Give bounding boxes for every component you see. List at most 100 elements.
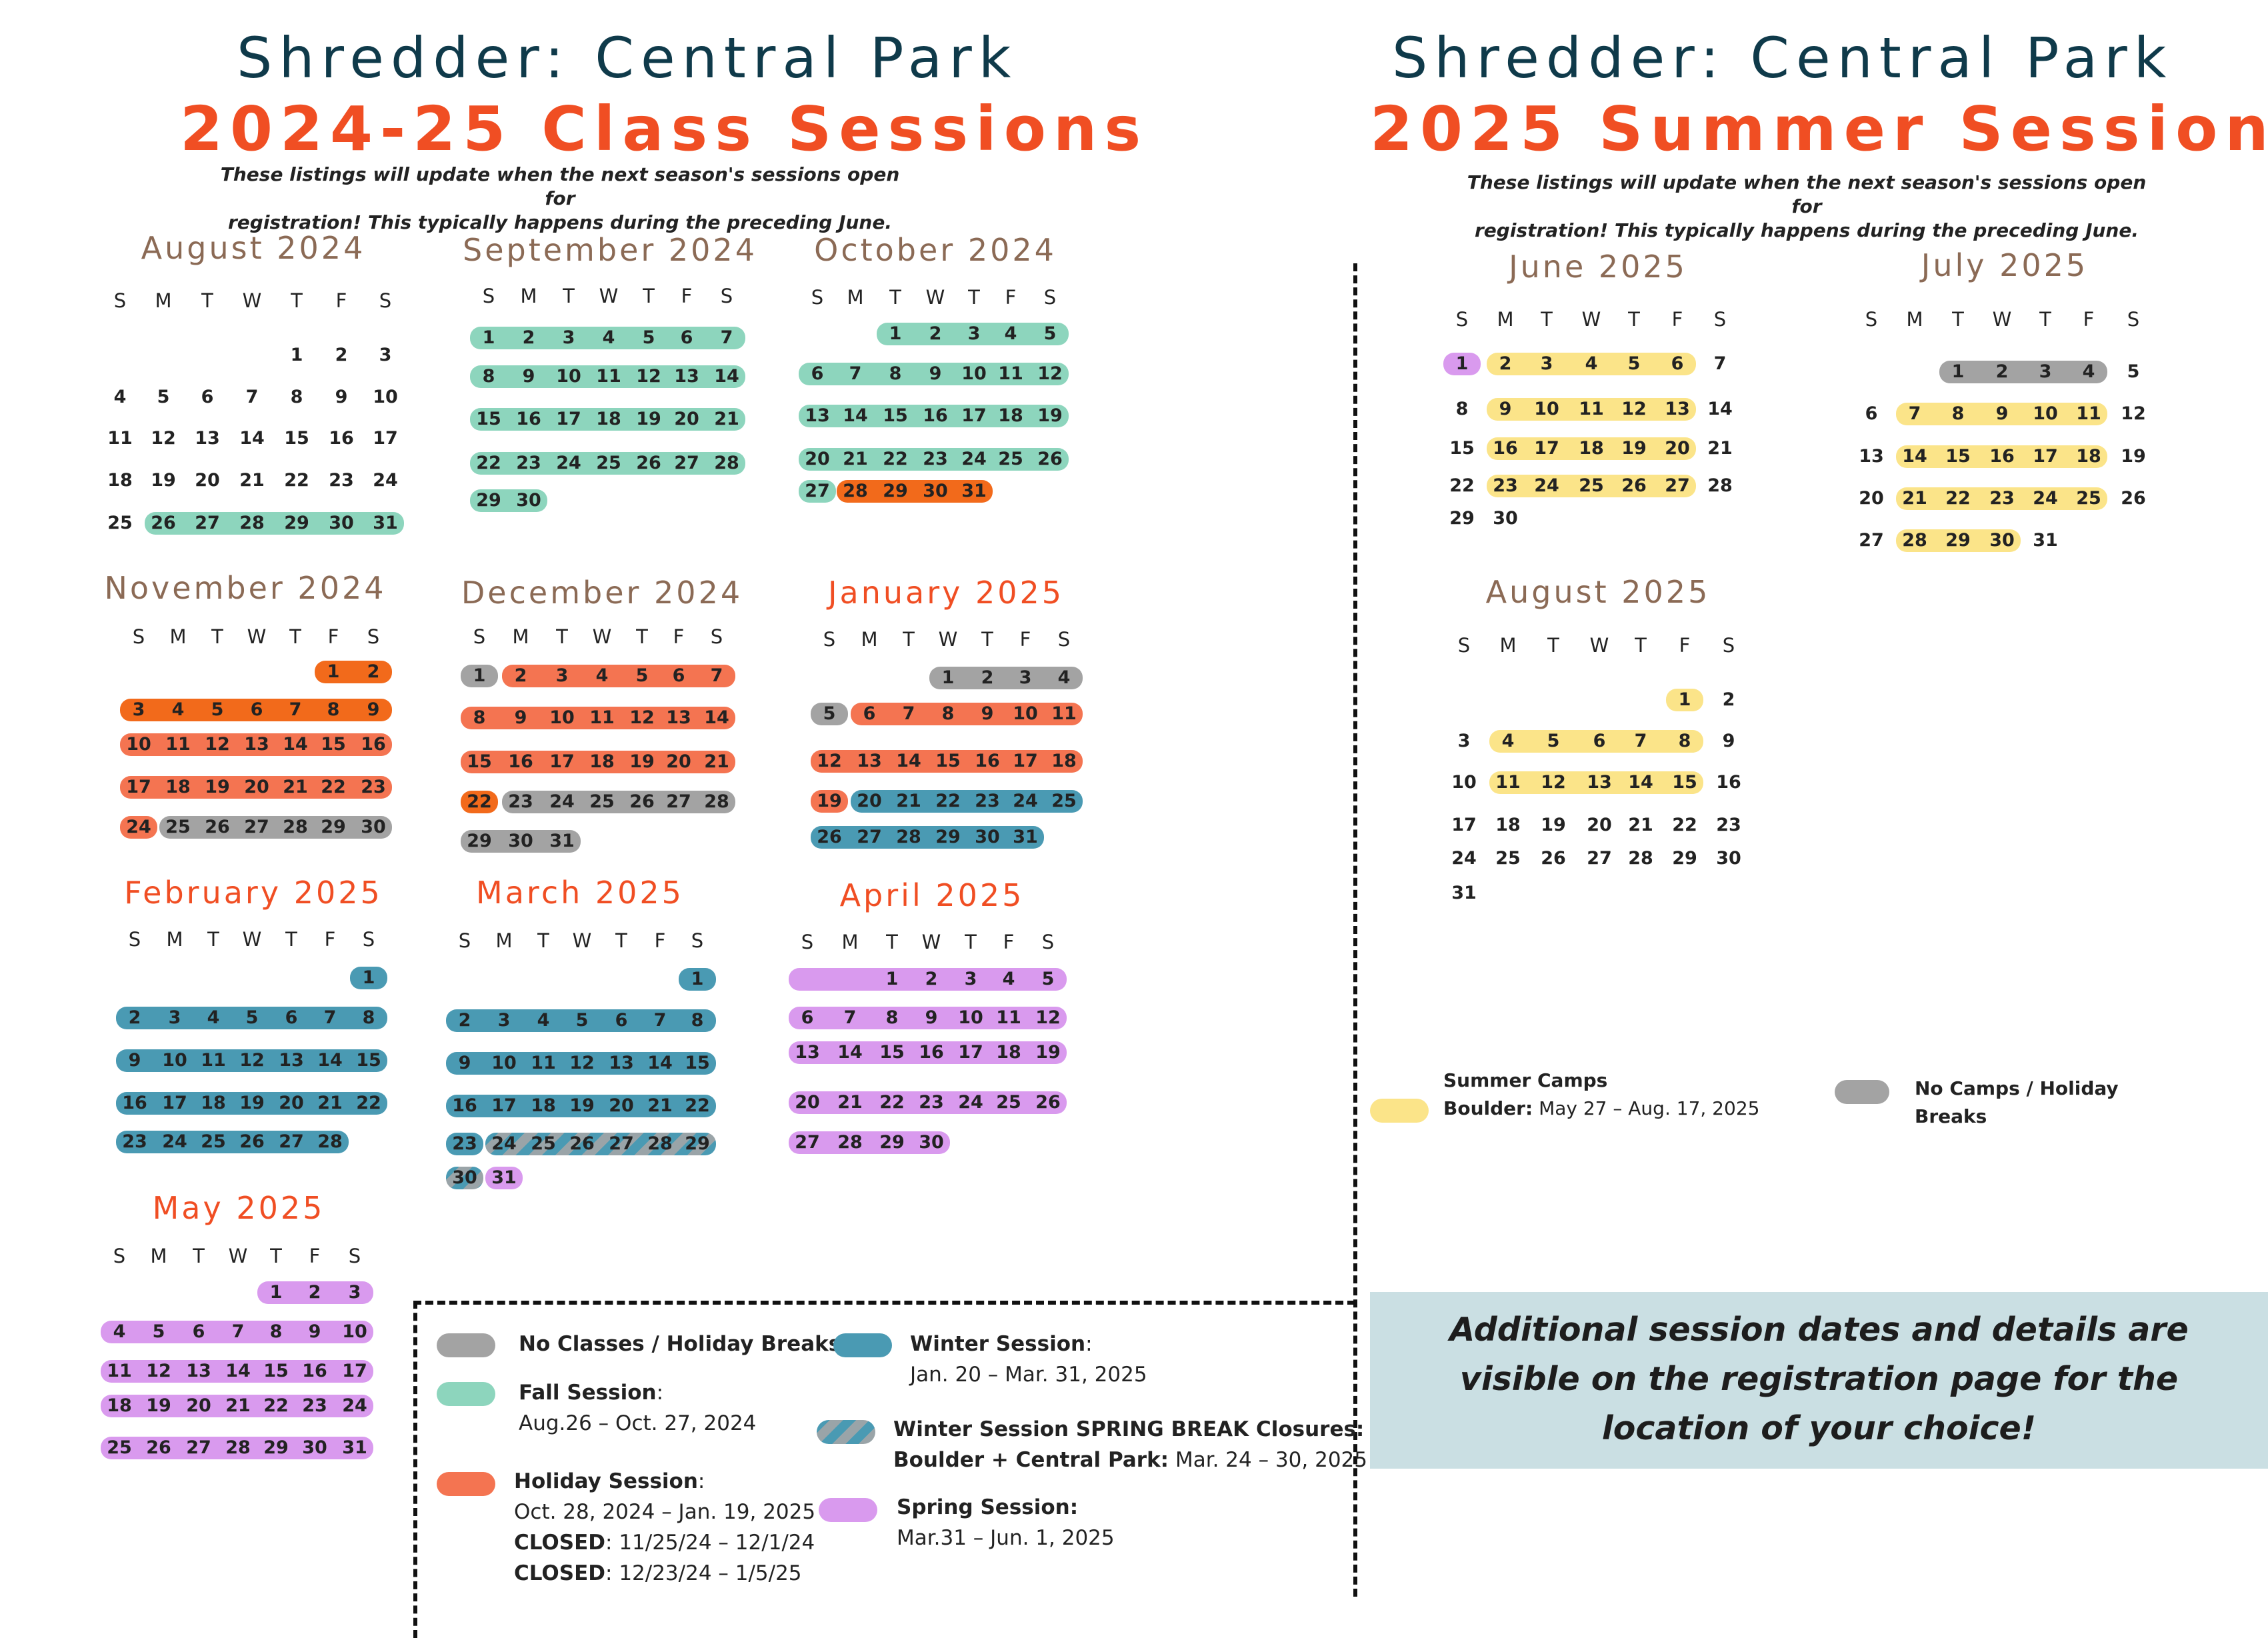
day-number[interactable]: 10 (373, 387, 398, 407)
day-number[interactable]: 6 (285, 1007, 298, 1028)
day-number[interactable]: 19 (817, 791, 842, 811)
day-number[interactable]: 3 (1457, 731, 1471, 751)
day-number[interactable]: 13 (1587, 772, 1612, 793)
day-number[interactable]: 22 (263, 1395, 289, 1416)
day-number[interactable]: 29 (879, 1132, 905, 1153)
day-number[interactable]: 21 (225, 1395, 251, 1416)
day-number[interactable]: 4 (171, 699, 185, 720)
day-number[interactable]: 11 (2076, 403, 2101, 424)
day-number[interactable]: 29 (935, 827, 961, 847)
day-number[interactable]: 14 (239, 428, 265, 449)
day-number[interactable]: 9 (925, 1007, 938, 1028)
day-number[interactable]: 4 (602, 327, 615, 348)
day-number[interactable]: 10 (1534, 399, 1559, 419)
day-number[interactable]: 28 (896, 827, 921, 847)
day-number[interactable]: 14 (714, 366, 739, 387)
day-number[interactable]: 4 (537, 1010, 550, 1031)
day-number[interactable]: 29 (883, 481, 908, 501)
day-number[interactable]: 3 (379, 345, 392, 365)
day-number[interactable]: 16 (122, 1093, 147, 1113)
day-number[interactable]: 15 (263, 1361, 289, 1381)
day-number[interactable]: 23 (516, 453, 541, 473)
day-number[interactable]: 2 (1995, 361, 2009, 382)
day-number[interactable]: 11 (596, 366, 621, 387)
day-number[interactable]: 20 (857, 791, 882, 811)
day-number[interactable]: 2 (925, 969, 938, 989)
day-number[interactable]: 23 (122, 1131, 147, 1152)
day-number[interactable]: 12 (817, 751, 842, 771)
day-number[interactable]: 5 (635, 665, 649, 686)
day-number[interactable]: 25 (2076, 488, 2101, 509)
day-number[interactable]: 26 (1621, 475, 1647, 496)
day-number[interactable]: 1 (290, 345, 303, 365)
day-number[interactable]: 24 (958, 1092, 983, 1113)
day-number[interactable]: 23 (361, 777, 386, 797)
day-number[interactable]: 28 (704, 791, 729, 812)
day-number[interactable]: 31 (491, 1167, 517, 1188)
day-number[interactable]: 26 (817, 827, 842, 847)
day-number[interactable]: 9 (367, 699, 380, 720)
day-number[interactable]: 16 (361, 734, 386, 755)
day-number[interactable]: 5 (1043, 323, 1057, 344)
day-number[interactable]: 19 (1541, 815, 1566, 835)
day-number[interactable]: 14 (225, 1361, 251, 1381)
day-number[interactable]: 26 (146, 1437, 171, 1458)
day-number[interactable]: 13 (195, 428, 220, 449)
day-number[interactable]: 20 (1859, 488, 1884, 509)
day-number[interactable]: 2 (981, 667, 994, 688)
day-number[interactable]: 24 (549, 791, 575, 812)
day-number[interactable]: 13 (279, 1050, 304, 1071)
day-number[interactable]: 3 (555, 665, 569, 686)
day-number[interactable]: 29 (685, 1133, 710, 1154)
day-number[interactable]: 10 (1013, 703, 1038, 724)
day-number[interactable]: 20 (195, 470, 220, 491)
day-number[interactable]: 8 (269, 1321, 283, 1342)
day-number[interactable]: 31 (373, 513, 398, 533)
day-number[interactable]: 5 (157, 387, 170, 407)
day-number[interactable]: 14 (317, 1050, 343, 1071)
day-number[interactable]: 21 (704, 751, 729, 772)
day-number[interactable]: 3 (168, 1007, 181, 1028)
day-number[interactable]: 7 (245, 387, 259, 407)
day-number[interactable]: 27 (674, 453, 699, 473)
day-number[interactable]: 18 (1051, 751, 1077, 771)
day-number[interactable]: 13 (609, 1053, 634, 1073)
day-number[interactable]: 26 (636, 453, 661, 473)
day-number[interactable]: 29 (476, 490, 501, 511)
day-number[interactable]: 19 (636, 409, 661, 429)
day-number[interactable]: 4 (1004, 323, 1017, 344)
day-number[interactable]: 22 (935, 791, 961, 811)
day-number[interactable]: 23 (975, 791, 1000, 811)
day-number[interactable]: 2 (522, 327, 535, 348)
day-number[interactable]: 30 (919, 1132, 944, 1153)
day-number[interactable]: 12 (1035, 1007, 1061, 1028)
day-number[interactable]: 5 (575, 1010, 589, 1031)
day-number[interactable]: 22 (879, 1092, 905, 1113)
day-number[interactable]: 28 (239, 513, 265, 533)
day-number[interactable]: 24 (342, 1395, 367, 1416)
day-number[interactable]: 29 (284, 513, 309, 533)
day-number[interactable]: 14 (837, 1042, 863, 1063)
day-number[interactable]: 2 (367, 661, 380, 682)
day-number[interactable]: 1 (885, 969, 899, 989)
day-number[interactable]: 5 (823, 703, 836, 724)
day-number[interactable]: 8 (941, 703, 955, 724)
day-number[interactable]: 17 (1534, 438, 1559, 459)
day-number[interactable]: 11 (531, 1053, 556, 1073)
day-number[interactable]: 30 (361, 817, 386, 837)
day-number[interactable]: 26 (151, 513, 176, 533)
day-number[interactable]: 20 (674, 409, 699, 429)
day-number[interactable]: 28 (1902, 530, 1927, 551)
day-number[interactable]: 9 (1499, 399, 1512, 419)
day-number[interactable]: 15 (321, 734, 346, 755)
day-number[interactable]: 3 (132, 699, 145, 720)
day-number[interactable]: 19 (146, 1395, 171, 1416)
day-number[interactable]: 7 (1634, 731, 1647, 751)
day-number[interactable]: 16 (516, 409, 541, 429)
day-number[interactable]: 6 (1593, 731, 1606, 751)
day-number[interactable]: 2 (514, 665, 527, 686)
day-number[interactable]: 12 (146, 1361, 171, 1381)
day-number[interactable]: 14 (283, 734, 308, 755)
day-number[interactable]: 19 (629, 751, 655, 772)
day-number[interactable]: 6 (811, 363, 824, 384)
